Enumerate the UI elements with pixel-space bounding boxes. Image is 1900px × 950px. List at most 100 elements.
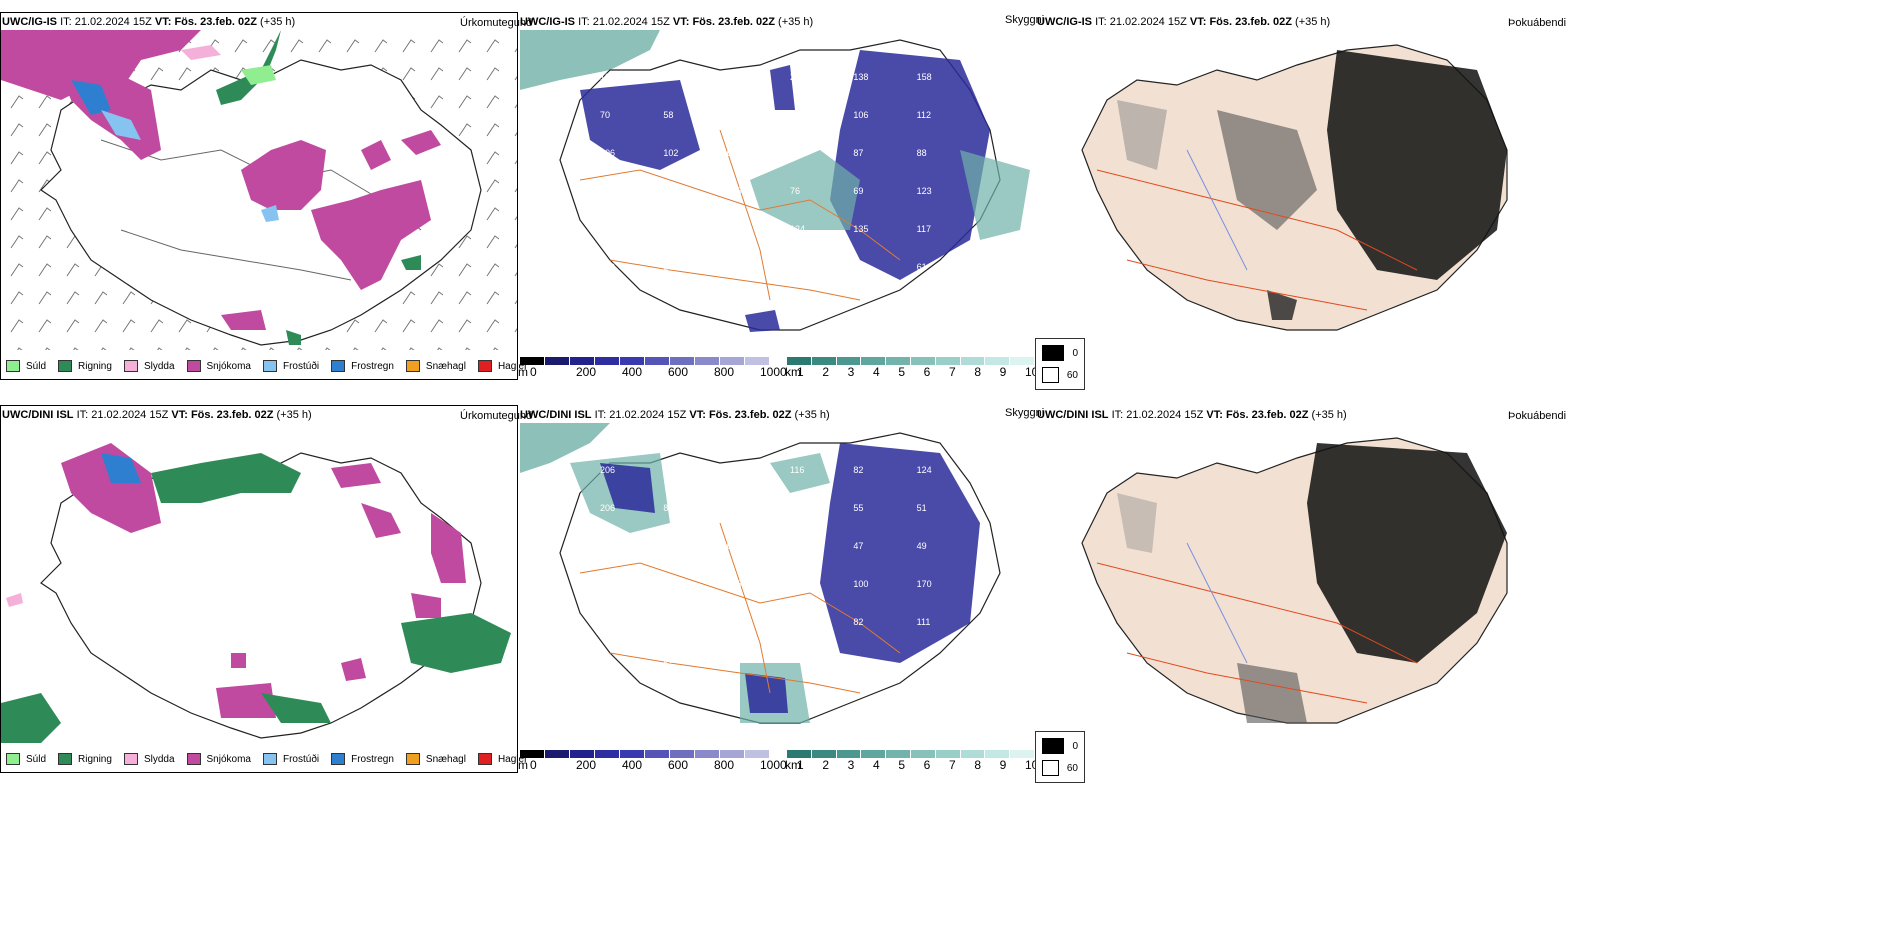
visibility-value: 107 [600, 72, 615, 82]
colorbar-segment [811, 357, 837, 365]
legend-item: Frostúði [262, 753, 319, 765]
wind-barb [486, 319, 500, 333]
colorbar-segment [745, 357, 770, 365]
precip-legend-top: Súld Rigning Slydda Snjókoma Frostúði Fr… [6, 360, 538, 372]
fog-legend-bottom: 0 60 [1035, 731, 1085, 783]
wind-barb [402, 39, 416, 53]
wind-barb [234, 39, 248, 53]
colorbar-tick: 4 [873, 365, 880, 379]
colorbar-tick: 6 [923, 365, 931, 379]
visibility-value: 206 [790, 72, 805, 82]
wind-barb [465, 347, 471, 350]
visibility-value: 131 [663, 224, 678, 234]
wind-barb [38, 151, 52, 165]
visibility-value: 69 [853, 186, 863, 196]
vis-colorbar-top: km 1 2 3 4 5 6 7 8 9 10 [785, 357, 1038, 379]
wind-barb [458, 319, 472, 333]
wind-barb [213, 347, 219, 350]
visibility-value: 61 [663, 541, 673, 551]
colorbar-tick: 1 [797, 365, 804, 379]
wind-barb [514, 216, 517, 221]
wind-barb [374, 319, 388, 333]
fog-map-bottom [1081, 437, 1508, 724]
wind-barb [38, 95, 52, 109]
visibility-value: 58 [663, 110, 673, 120]
wind-barb [486, 263, 500, 277]
visibility-value: 125 [790, 110, 805, 120]
visibility-value: 58 [790, 503, 800, 513]
legend-item: Rigning [58, 753, 112, 765]
visibility-value: 111 [917, 617, 931, 627]
visibility-value: 112 [917, 110, 931, 120]
visibility-value: 131 [790, 579, 805, 589]
panel-header-vis-bottom: UWC/DINI ISL IT: 21.02.2024 15Z VT: Fös.… [520, 409, 830, 421]
visibility-value: 155 [727, 579, 742, 589]
visibility-value: 82 [727, 72, 737, 82]
visibility-value: 297 [790, 262, 805, 272]
colorbar-segment [620, 357, 645, 365]
panel-header-fog-bottom: UWC/DINI ISL IT: 21.02.2024 15Z VT: Fös.… [1037, 409, 1347, 421]
wind-barb [514, 76, 517, 81]
visibility-value: 206 [600, 465, 615, 475]
colorbar-segment [861, 750, 887, 758]
colorbar-segment [861, 357, 887, 365]
legend-item: Slydda [123, 360, 175, 372]
visibility-value: 57 [600, 541, 610, 551]
wind-barb [38, 235, 52, 249]
legend-item: Haglél [477, 360, 526, 372]
wind-barb [458, 263, 472, 277]
colorbar-tick: 4 [873, 758, 880, 772]
wind-barb [430, 67, 444, 81]
legend-item: Frostregn [331, 753, 394, 765]
wind-barb [129, 347, 135, 350]
wind-barb [486, 123, 500, 137]
fog-title-bottom: Þokuábendi [1508, 410, 1567, 422]
precip-title-bottom: Úrkomutegund [460, 410, 533, 422]
colorbar-unit: m [518, 365, 528, 379]
height-colorbar-top: m 0 200 400 600 800 1000 [518, 357, 787, 379]
wind-barb [122, 291, 136, 305]
wind-barb [10, 263, 24, 277]
colorbar-segment [886, 750, 911, 758]
colorbar-tick: 400 [622, 758, 643, 772]
wind-barb [515, 348, 517, 350]
wind-barb [150, 67, 164, 81]
wind-barb [514, 328, 517, 333]
colorbar-tick: 2 [822, 758, 830, 772]
colorbar-segment [570, 357, 595, 365]
colorbar-segment [645, 357, 670, 365]
visibility-value: 106 [853, 110, 868, 120]
visibility-value: 118 [663, 72, 677, 82]
colorbar-segment [595, 357, 620, 365]
colorbar-segment [520, 750, 545, 758]
colorbar-tick: 800 [714, 365, 735, 379]
visibility-value: 124 [917, 465, 932, 475]
wind-barb [10, 235, 24, 249]
precip-legend-bottom: Súld Rigning Slydda Snjókoma Frostúði Fr… [6, 753, 538, 765]
precip-title-top: Úrkomutegund [460, 17, 533, 29]
wind-barb [297, 347, 303, 350]
precip-map-bottom [1, 443, 511, 743]
wind-barb [402, 291, 416, 305]
wind-barb [486, 39, 500, 53]
colorbar-segment [960, 750, 986, 758]
colorbar-tick: 3 [847, 365, 855, 379]
wind-barb [353, 347, 359, 350]
visibility-value: 61 [917, 262, 927, 272]
visibility-value: 81 [663, 503, 673, 513]
colorbar-segment [836, 357, 862, 365]
wind-barb [514, 272, 517, 277]
colorbar-segment [670, 357, 695, 365]
wind-barb [430, 263, 444, 277]
wind-barb [38, 207, 52, 221]
panel-header-precip-bottom: UWC/DINI ISL IT: 21.02.2024 15Z VT: Fös.… [2, 409, 312, 421]
vis-map-bottom: 206 88 56 116 82 124 206 81 77 58 55 51 57 61 64 41 47 49… [520, 423, 1001, 724]
wind-barb [486, 291, 500, 305]
colorbar-segment [720, 750, 745, 758]
wind-barb [10, 151, 24, 165]
visibility-value: 401 [600, 300, 615, 310]
colorbar-tick: 8 [974, 365, 982, 379]
colorbar-segment [1010, 750, 1035, 758]
visibility-value: 100 [853, 579, 868, 589]
wind-barb [94, 291, 108, 305]
